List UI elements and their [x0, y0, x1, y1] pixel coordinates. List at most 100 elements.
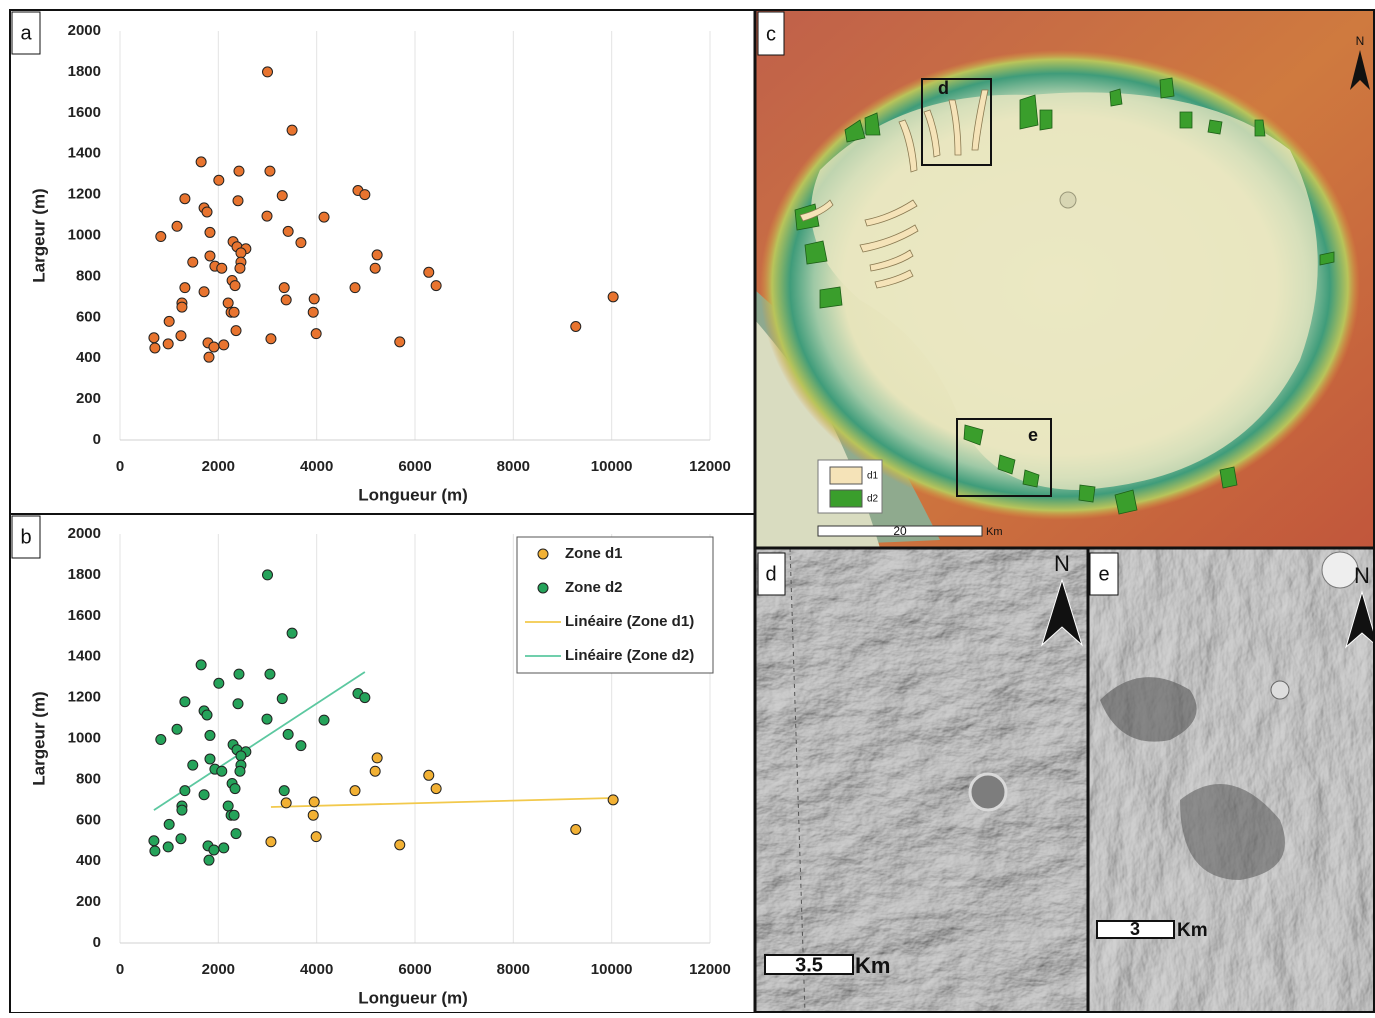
- point: [204, 729, 216, 741]
- point: [359, 189, 371, 201]
- point: [232, 195, 244, 207]
- point: [187, 759, 199, 771]
- point: [394, 336, 406, 348]
- inset-label: d: [938, 78, 949, 98]
- scale-unit: Km: [986, 526, 1003, 538]
- legend-marker: [537, 548, 549, 560]
- point: [198, 789, 210, 801]
- y-tick-label: 1600: [68, 104, 101, 121]
- point: [229, 783, 241, 795]
- point: [371, 249, 383, 261]
- x-axis-title: Longueur (m): [358, 988, 468, 1007]
- y-axis-title: Largeur (m): [29, 188, 48, 282]
- point: [203, 351, 215, 363]
- point: [307, 306, 319, 318]
- legend-swatch: [829, 466, 863, 485]
- point: [235, 750, 247, 762]
- north-arrow: [1040, 578, 1084, 647]
- point: [201, 206, 213, 218]
- point: [308, 796, 320, 808]
- x-tick-label: 0: [116, 458, 124, 475]
- point: [230, 828, 242, 840]
- point: [203, 854, 215, 866]
- panel-label-box: [11, 515, 41, 559]
- point: [278, 785, 290, 797]
- map-frame: [754, 9, 1375, 1013]
- y-tick-label: 2000: [68, 22, 101, 39]
- point: [233, 668, 245, 680]
- point: [171, 220, 183, 232]
- point: [155, 231, 167, 243]
- point: [359, 692, 371, 704]
- point: [175, 330, 187, 342]
- legend-label: Zone d2: [565, 579, 623, 596]
- panel-label-box: [757, 552, 786, 596]
- point: [430, 783, 442, 795]
- scale-value: 3.5: [795, 954, 823, 976]
- point: [318, 714, 330, 726]
- point: [261, 210, 273, 222]
- point: [276, 693, 288, 705]
- point: [179, 696, 191, 708]
- map-c: c d e d1 d2 20 Km N: [755, 10, 1375, 548]
- point: [607, 794, 619, 806]
- point: [278, 282, 290, 294]
- chart-frame: [9, 9, 756, 1014]
- point: [230, 325, 242, 337]
- x-tick-label: 12000: [689, 961, 731, 978]
- point: [179, 282, 191, 294]
- point: [228, 809, 240, 821]
- x-tick-label: 12000: [689, 458, 731, 475]
- point: [280, 294, 292, 306]
- north-label: N: [1054, 551, 1070, 576]
- point: [607, 291, 619, 303]
- north-arrow: [1345, 590, 1375, 649]
- scale-bar: [817, 525, 983, 537]
- x-tick-label: 6000: [398, 458, 431, 475]
- point: [198, 286, 210, 298]
- scale-unit: Km: [1177, 920, 1208, 941]
- y-tick-label: 200: [76, 390, 101, 407]
- point: [195, 156, 207, 168]
- x-tick-label: 10000: [591, 961, 633, 978]
- point: [349, 282, 361, 294]
- x-tick-label: 2000: [202, 458, 235, 475]
- point: [430, 280, 442, 292]
- panel-label: e: [1098, 563, 1109, 585]
- y-tick-label: 1400: [68, 648, 101, 665]
- point: [175, 833, 187, 845]
- point: [308, 293, 320, 305]
- legend-label: Linéaire (Zone d1): [565, 613, 694, 630]
- scale-unit: Km: [855, 953, 890, 978]
- point: [570, 824, 582, 836]
- x-tick-label: 10000: [591, 458, 633, 475]
- inset-label: e: [1028, 425, 1038, 445]
- x-tick-label: 4000: [300, 961, 333, 978]
- panel-label: c: [766, 23, 776, 45]
- point: [282, 728, 294, 740]
- point: [570, 321, 582, 333]
- point: [280, 797, 292, 809]
- panel-label: a: [20, 22, 32, 44]
- panel-label-box: [757, 11, 785, 56]
- point: [286, 124, 298, 136]
- y-tick-label: 800: [76, 770, 101, 787]
- y-tick-label: 400: [76, 852, 101, 869]
- point: [276, 190, 288, 202]
- y-tick-label: 1200: [68, 186, 101, 203]
- trend-line: [270, 797, 614, 808]
- point: [310, 831, 322, 843]
- point: [262, 569, 273, 581]
- x-tick-label: 8000: [497, 458, 530, 475]
- y-tick-label: 400: [76, 349, 101, 366]
- panel-label: b: [20, 526, 31, 548]
- point: [163, 315, 175, 327]
- legend-label: d2: [867, 494, 879, 505]
- north-label: N: [1354, 563, 1370, 588]
- point: [149, 845, 161, 857]
- point: [176, 804, 188, 816]
- legend-label: d1: [867, 471, 879, 482]
- y-tick-label: 1000: [68, 729, 101, 746]
- y-tick-label: 0: [93, 934, 101, 951]
